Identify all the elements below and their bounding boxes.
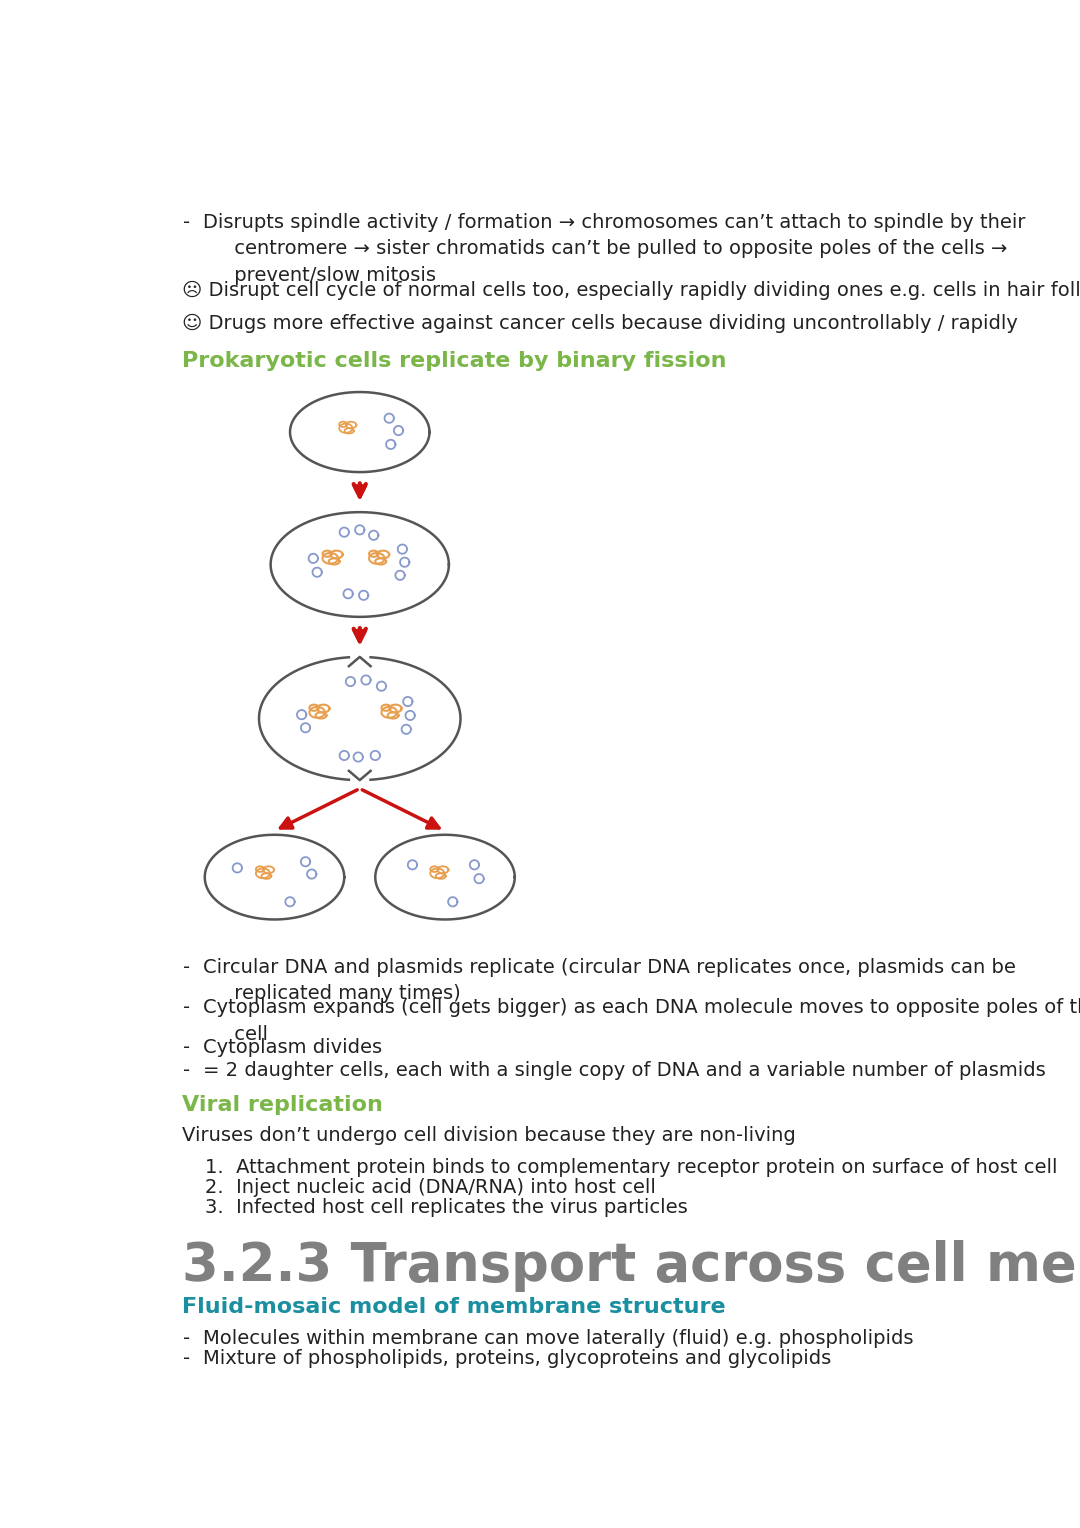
Text: -: - [183, 1329, 190, 1348]
Text: 3.2.3 Transport across cell membranes: 3.2.3 Transport across cell membranes [181, 1239, 1080, 1291]
Text: -: - [183, 1038, 190, 1057]
Text: -: - [183, 212, 190, 232]
Text: ☺ Drugs more effective against cancer cells because dividing uncontrollably / ra: ☺ Drugs more effective against cancer ce… [181, 315, 1017, 333]
Text: 3.  Infected host cell replicates the virus particles: 3. Infected host cell replicates the vir… [205, 1198, 688, 1218]
Text: -: - [183, 1060, 190, 1080]
Text: -: - [183, 998, 190, 1018]
Text: Viruses don’t undergo cell division because they are non-living: Viruses don’t undergo cell division beca… [181, 1126, 795, 1144]
Text: Molecules within membrane can move laterally (fluid) e.g. phospholipids: Molecules within membrane can move later… [203, 1329, 914, 1348]
Text: Disrupts spindle activity / formation → chromosomes can’t attach to spindle by t: Disrupts spindle activity / formation → … [203, 212, 1026, 284]
Text: Mixture of phospholipids, proteins, glycoproteins and glycolipids: Mixture of phospholipids, proteins, glyc… [203, 1349, 832, 1368]
Text: Cytoplasm divides: Cytoplasm divides [203, 1038, 382, 1057]
Text: Viral replication: Viral replication [181, 1096, 382, 1115]
Text: Circular DNA and plasmids replicate (circular DNA replicates once, plasmids can : Circular DNA and plasmids replicate (cir… [203, 958, 1016, 1004]
Text: Cytoplasm expands (cell gets bigger) as each DNA molecule moves to opposite pole: Cytoplasm expands (cell gets bigger) as … [203, 998, 1080, 1044]
Text: 1.  Attachment protein binds to complementary receptor protein on surface of hos: 1. Attachment protein binds to complemen… [205, 1158, 1057, 1177]
Text: 2.  Inject nucleic acid (DNA/RNA) into host cell: 2. Inject nucleic acid (DNA/RNA) into ho… [205, 1178, 656, 1198]
Text: Fluid-mosaic model of membrane structure: Fluid-mosaic model of membrane structure [181, 1297, 725, 1317]
Text: -: - [183, 958, 190, 976]
Text: ☹ Disrupt cell cycle of normal cells too, especially rapidly dividing ones e.g. : ☹ Disrupt cell cycle of normal cells too… [181, 280, 1080, 299]
Text: Prokaryotic cells replicate by binary fission: Prokaryotic cells replicate by binary fi… [181, 351, 726, 371]
Text: -: - [183, 1349, 190, 1368]
Text: = 2 daughter cells, each with a single copy of DNA and a variable number of plas: = 2 daughter cells, each with a single c… [203, 1060, 1045, 1080]
